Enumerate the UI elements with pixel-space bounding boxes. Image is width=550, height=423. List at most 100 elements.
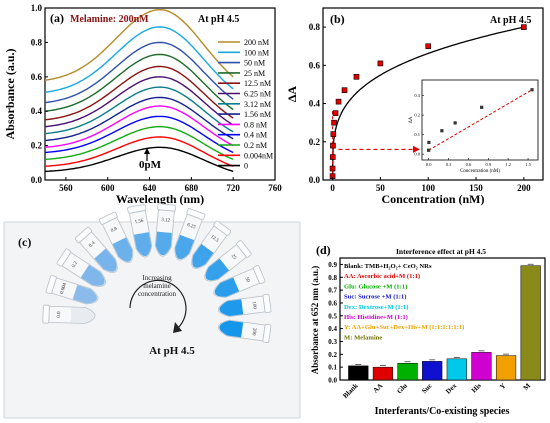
panel-d-title: Interference effect at pH 4.5	[396, 247, 486, 256]
legend-entry: 12.5 nM	[244, 79, 271, 88]
panel-d-xlabel: Interferants/Co-existing species	[375, 406, 510, 417]
tube-solution	[133, 232, 152, 257]
bar	[446, 358, 467, 381]
tube: 0.0	[42, 304, 96, 324]
tube-solution	[205, 258, 229, 281]
tube-solution	[175, 234, 195, 260]
panel-b-calibration-plot: 0 50 100 150 200 0.0 0.2 0.4 0.6 0.8 0.0 0.3 0.6 0.…	[285, 7, 544, 206]
tube-cap	[213, 220, 232, 236]
y-tick-label: 0.0	[328, 377, 337, 385]
panel-c-arrow-text-1: Increasing	[142, 274, 172, 282]
panel-b-ylabel: ΔA	[285, 86, 299, 103]
data-point	[329, 154, 336, 160]
y-tick-label: 0.0	[31, 175, 43, 185]
panel-b-condition: At pH 4.5	[490, 15, 531, 26]
spectrum-line	[44, 41, 234, 104]
legend-entry: Glu: Glucose +M (1:1)	[344, 283, 407, 290]
panel-a-label: (a)	[50, 11, 64, 25]
x-tick-label: 680	[185, 183, 199, 193]
spectrum-line	[44, 8, 234, 81]
panel-b-frame	[322, 7, 544, 181]
spectrum-line	[44, 126, 234, 161]
tube-cap	[99, 211, 118, 225]
tube-label: 100	[251, 301, 257, 310]
y-tick-label: 0.1	[328, 364, 337, 372]
legend-entry: 0.8 nM	[244, 120, 267, 129]
data-point	[335, 98, 342, 105]
panel-d-ylabel: Absorbance at 652 nm (a.u.)	[310, 266, 320, 375]
x-tick-label: 150	[469, 183, 483, 193]
y-tick-label: 0.7	[328, 287, 337, 295]
y-tick-label: 0.0	[309, 175, 321, 185]
data-point	[353, 74, 360, 80]
bar	[372, 366, 394, 381]
x-tick-label: 760	[268, 183, 282, 193]
y-tick-label: 0.3	[328, 338, 337, 346]
tube-solution	[112, 237, 133, 262]
tube: 1.56	[127, 204, 153, 258]
x-tick-label: Dex	[444, 381, 458, 395]
y-tick-label: 0.5	[328, 312, 337, 320]
tube-cap	[127, 204, 147, 214]
inset-x-tick-label: 0.0	[426, 162, 432, 167]
data-point	[521, 24, 527, 30]
tube-cap	[157, 203, 177, 212]
tube: 6.25	[174, 208, 206, 261]
x-tick-label: Suc	[420, 382, 433, 395]
x-tick-label: His	[470, 382, 483, 395]
tube-label: 0.2	[71, 260, 79, 268]
legend-entry: 6.25 nM	[244, 90, 271, 99]
legend-entry: 3.12 nM	[244, 100, 271, 109]
legend-entry: Suc: Sucrose +M (1:1)	[344, 294, 406, 301]
legend-entry: 100 nM	[244, 48, 269, 57]
legend-entry: 1.56 nM	[244, 110, 271, 119]
panel-a-frame	[44, 7, 276, 181]
panel-c-arrow-text-2: melamine	[143, 282, 171, 290]
panel-c-label: (c)	[18, 235, 31, 249]
tube-label: 50	[243, 277, 250, 284]
tube-solution	[214, 277, 240, 297]
data-point	[341, 87, 348, 93]
inset-point	[427, 140, 431, 145]
spectrum-line	[44, 136, 234, 167]
panel-a-xlabel: Wavelength (nm)	[116, 192, 204, 206]
legend-entry: 0.004nM	[244, 151, 273, 160]
data-point	[331, 119, 337, 126]
y-tick-label: 0.4	[31, 106, 43, 116]
panel-c-arrowhead	[173, 322, 182, 333]
x-tick-label: AA	[372, 382, 385, 395]
guide-arrowhead	[413, 145, 420, 153]
y-tick-label: 0.8	[309, 22, 321, 32]
tube-label: 200	[250, 328, 256, 337]
inset-x-tick-label: 1.5	[525, 162, 531, 167]
data-point	[377, 60, 384, 67]
panel-a-zero-label: 0pM	[139, 159, 162, 171]
legend-entry: M: Melamine	[344, 334, 382, 341]
tube-label: 6.25	[186, 223, 196, 231]
x-tick-label: 200	[517, 183, 531, 193]
tube-solution	[192, 244, 214, 268]
panel-d-interference-bars: 0.0 0.1 0.2 0.3 0.4 0.5 0.6 0.7 0.8 0.9 Blank AA Gl…	[310, 243, 546, 417]
bar	[422, 361, 443, 381]
tube: 0.2	[56, 248, 106, 287]
bar	[397, 363, 418, 381]
legend-entry: 0.4 nM	[244, 131, 267, 140]
panel-d-label: (d)	[316, 243, 331, 257]
panel-a-ylabel: Absorbance (a.u.)	[3, 48, 17, 139]
tube: 25	[204, 240, 252, 282]
bar	[520, 265, 541, 381]
panel-c-arrow-text-3: concentration	[138, 290, 177, 298]
data-point	[330, 131, 337, 137]
inset-ylabel: ΔA	[409, 116, 414, 123]
legend-entry: 25 nM	[244, 69, 265, 78]
panel-c-tube-photo: 0.0 0.004 0.2 0.4 0.8 1.56 3.12 6.25 12.5 25 50 100…	[3, 203, 301, 419]
inset-x-tick-label: 0.3	[446, 162, 452, 167]
panel-a-annotation: Melamine: 200nM	[70, 14, 149, 25]
tube-solution	[94, 248, 117, 272]
inset-y-tick-label: 0.0	[414, 152, 420, 157]
legend-entry: AA: Ascorbic acid+M (1:1)	[344, 273, 420, 280]
y-tick-label: 0.8	[31, 37, 43, 47]
legend-entry: 0.2 nM	[244, 141, 267, 150]
data-point	[329, 165, 336, 172]
x-tick-label: 640	[143, 183, 157, 193]
